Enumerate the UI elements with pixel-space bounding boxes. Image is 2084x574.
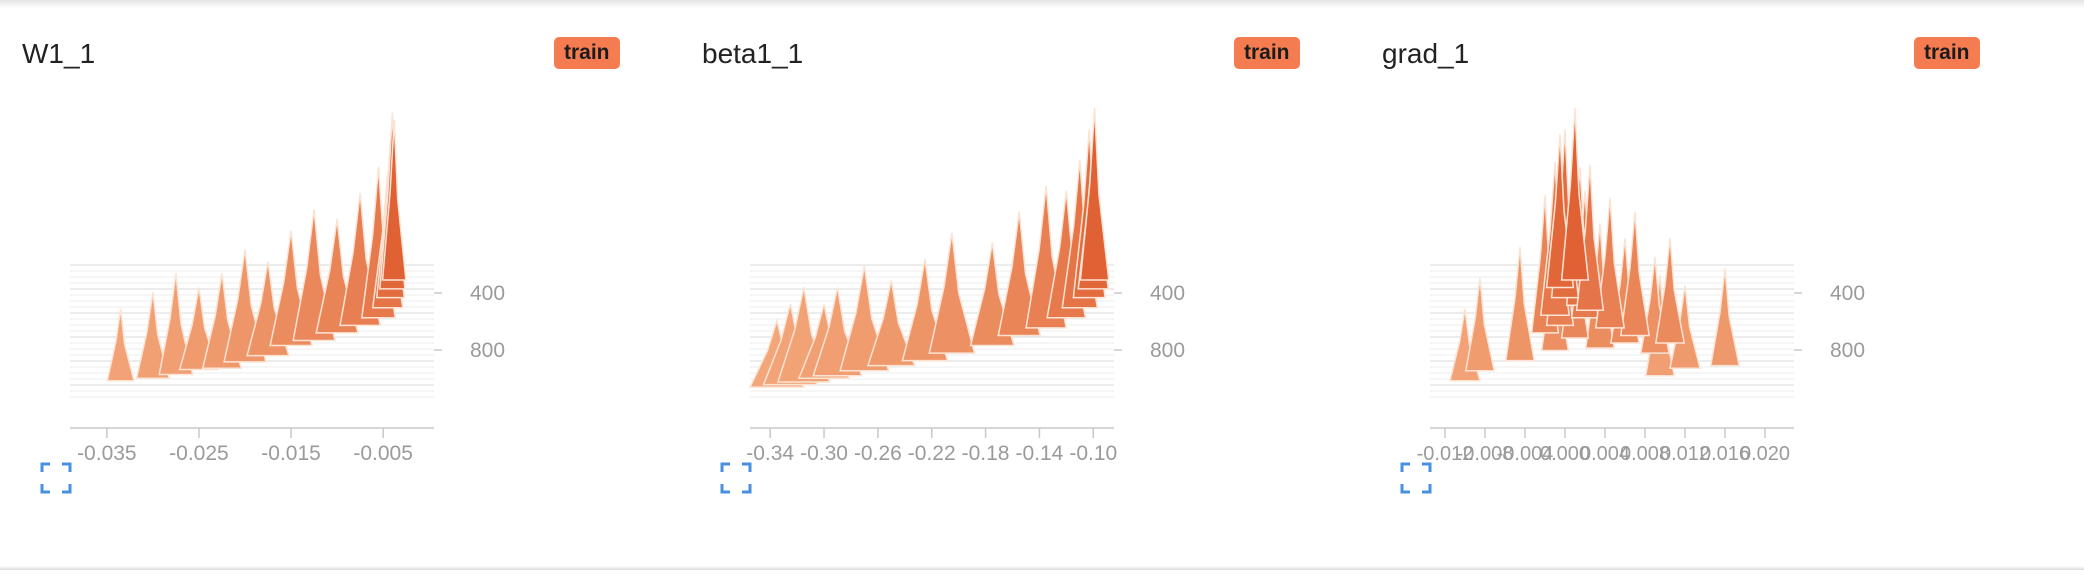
histogram-peak (1594, 197, 1626, 329)
x-tick-label: -0.10 (1069, 442, 1117, 460)
x-axis: -0.34 -0.30 -0.26 -0.22 -0.18 -0.14 -0.10 (746, 427, 1117, 460)
x-tick-label: -0.005 (353, 442, 413, 460)
bracket (720, 462, 730, 472)
bracket (1422, 462, 1432, 472)
x-tick-label: 0.004 (1580, 443, 1630, 460)
run-badge: train (554, 37, 620, 69)
x-tick-label: -0.26 (854, 442, 902, 460)
chart-title: W1_1 (22, 38, 96, 69)
histogram-peak (158, 272, 194, 376)
histogram-peak (1560, 107, 1590, 281)
histogram-peak (1504, 246, 1536, 362)
histogram-peak (866, 280, 916, 367)
fullscreen-icon[interactable] (720, 462, 752, 494)
bracket (62, 484, 72, 494)
x-tick-label: -0.025 (169, 442, 229, 460)
histogram-peak (1079, 107, 1110, 281)
x-tick-label: 0.008 (1620, 443, 1670, 460)
step-tick-label: 800 (1830, 339, 1865, 362)
x-axis: -0.012-0.008-0.0040.0000.0040.0080.0120.… (1417, 427, 1794, 460)
histogram-peak (381, 119, 407, 281)
bracket (720, 484, 730, 494)
x-tick-label: -0.008 (1457, 443, 1514, 460)
histogram-peaks (106, 112, 407, 382)
x-tick-label: -0.14 (1015, 442, 1063, 460)
x-tick-label: -0.004 (1497, 443, 1554, 460)
histogram-card-grad: grad_1 train -0.012 -0.008 -0.004 0.000 0.00… (1382, 20, 2022, 520)
x-tick-label: 0.016 (1700, 443, 1750, 460)
chart-title: beta1_1 (702, 38, 804, 69)
x-tick-label: -0.035 (77, 442, 137, 460)
fullscreen-icon[interactable] (40, 462, 72, 494)
bracket (742, 462, 752, 472)
histogram-card-beta1: beta1_1 train -0.34 -0.30 -0.26 -0.22 -0.18-… (702, 20, 1342, 520)
fullscreen-icon[interactable] (1400, 462, 1432, 494)
x-tick-label: 0.020 (1740, 443, 1790, 460)
histogram-peaks (1449, 107, 1741, 382)
histogram-peak (106, 308, 135, 382)
histogram-peaks (748, 107, 1110, 388)
step-tick-label: 800 (470, 339, 505, 362)
top-divider (0, 0, 2084, 8)
run-badge: train (1234, 37, 1300, 69)
bracket (1400, 484, 1410, 494)
x-tick-label: -0.30 (800, 442, 848, 460)
x-tick-label: -0.18 (962, 442, 1010, 460)
histogram-plot: -0.34 -0.30 -0.26 -0.22 -0.18 -0.14 -0.10 400 80… (746, 107, 1185, 460)
chart-title: grad_1 (1382, 38, 1470, 69)
bottom-divider (0, 566, 2084, 570)
x-axis: -0.035 -0.025 -0.015 -0.005 (70, 427, 434, 460)
step-axis: 400 800 (1114, 282, 1185, 362)
histogram-plot: -0.035 -0.025 -0.015 -0.005 400 800 (70, 112, 505, 460)
x-tick-label: 0.000 (1540, 443, 1590, 460)
x-tick-label: -0.012 (1417, 443, 1474, 460)
step-tick-label: 800 (1150, 339, 1185, 362)
histogram-peak (135, 291, 171, 380)
bracket (40, 484, 50, 494)
histogram-peak (1709, 268, 1741, 367)
histogram-peak (1619, 211, 1651, 337)
bracket (40, 462, 50, 472)
run-badge: train (1914, 37, 1980, 69)
step-tick-label: 400 (1150, 282, 1185, 305)
histogram-peak (1654, 237, 1686, 344)
step-axis: 400 800 (1794, 282, 1865, 362)
step-axis: 400 800 (434, 282, 505, 362)
step-tick-label: 400 (470, 282, 505, 305)
histogram-peak (928, 232, 976, 354)
x-tick-label: 0.012 (1660, 443, 1710, 460)
bracket (62, 462, 72, 472)
x-tick-label: -0.34 (746, 442, 794, 460)
histogram-peak (1464, 277, 1496, 372)
bracket (1400, 462, 1410, 472)
step-tick-label: 400 (1830, 282, 1865, 305)
bracket (1422, 484, 1432, 494)
bracket (742, 484, 752, 494)
histogram-card-w1: W1_1 train -0.035 -0.025 -0.015 -0.005 400 80… (22, 20, 662, 520)
x-tick-label: -0.22 (908, 442, 956, 460)
x-tick-label: -0.015 (261, 442, 321, 460)
histogram-plot: -0.012-0.008-0.0040.0000.0040.0080.0120.… (1417, 107, 1865, 460)
